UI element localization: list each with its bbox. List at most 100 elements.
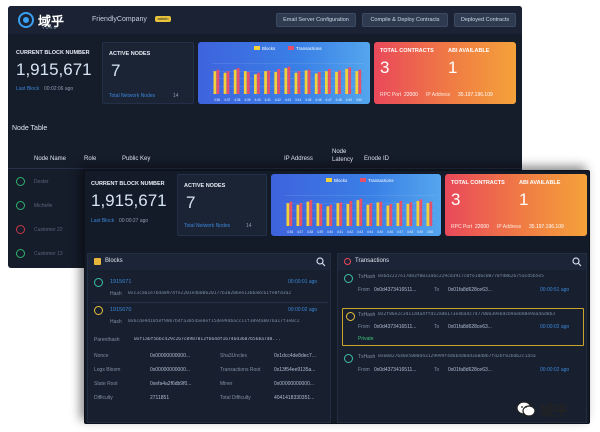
bar-transactions[interactable]: [216, 69, 220, 94]
tx-hash[interactable]: 0x60827640e5088d43129999f4d6b4d84d3a0d8b…: [378, 354, 536, 359]
tx-to[interactable]: 0x01fa8d628ce63...: [448, 287, 492, 293]
bar-blocks[interactable]: [326, 206, 330, 226]
legend-swatch-blocks[interactable]: [254, 46, 260, 50]
bar-transactions[interactable]: [299, 203, 303, 226]
bar-blocks[interactable]: [286, 203, 290, 226]
bar-blocks[interactable]: [426, 203, 430, 226]
block-number-link[interactable]: 1915670: [110, 307, 132, 313]
bar-blocks[interactable]: [335, 71, 338, 94]
bar-transactions[interactable]: [379, 201, 383, 226]
bar-transactions[interactable]: [267, 70, 270, 94]
bar-blocks[interactable]: [233, 69, 237, 94]
bar-blocks[interactable]: [345, 68, 348, 94]
bar-transactions[interactable]: [319, 203, 323, 226]
bar-transactions[interactable]: [358, 69, 362, 94]
bar-blocks[interactable]: [284, 68, 288, 94]
bar-transactions[interactable]: [348, 67, 352, 94]
total-nodes-label[interactable]: Total Network Nodes: [184, 223, 231, 229]
bar-blocks[interactable]: [386, 205, 390, 226]
bar-blocks[interactable]: [243, 71, 247, 94]
bar-transactions[interactable]: [339, 202, 343, 226]
bar-blocks[interactable]: [376, 202, 380, 226]
bar-transactions[interactable]: [236, 68, 240, 94]
transactions-panel: Transactions TxHash 0x6d2227e17083f0033a…: [337, 253, 587, 423]
bar-blocks[interactable]: [314, 73, 318, 94]
bar-blocks[interactable]: [406, 203, 410, 226]
bar-transactions[interactable]: [328, 68, 331, 94]
tx-from[interactable]: 0x0d4373416511...: [374, 324, 417, 330]
bar-blocks[interactable]: [213, 71, 217, 94]
last-block-label[interactable]: Last Block: [91, 218, 115, 224]
search-icon[interactable]: [316, 257, 326, 267]
bar-transactions[interactable]: [289, 201, 293, 226]
bar-blocks[interactable]: [296, 204, 300, 226]
tx-to[interactable]: 0x01fa8d628ce63...: [448, 367, 492, 373]
bar-blocks[interactable]: [355, 71, 359, 94]
bar-transactions[interactable]: [317, 71, 321, 94]
bar-blocks[interactable]: [416, 200, 420, 226]
email-server-config-button[interactable]: Email Server Configuration: [276, 13, 356, 27]
bar-transactions[interactable]: [399, 200, 403, 226]
highlighted-tx[interactable]: [342, 308, 584, 346]
active-nodes-title: ACTIVE NODES: [109, 51, 151, 57]
detail-label: Miner: [220, 381, 233, 387]
bar-blocks[interactable]: [274, 71, 278, 94]
block-hash[interactable]: 0xbcde9d1058f90b7b4fa3054ae0ef15de994bac…: [128, 319, 300, 324]
to-label: To: [434, 287, 440, 293]
bar-transactions[interactable]: [369, 203, 373, 226]
block-number-link[interactable]: 1915671: [110, 279, 132, 285]
tx-from[interactable]: 0x0d4373416511...: [374, 287, 417, 293]
legend-swatch-transactions[interactable]: [288, 46, 294, 50]
table-row[interactable]: Customer 22: [34, 227, 63, 233]
bar-transactions[interactable]: [359, 198, 363, 226]
search-icon[interactable]: [572, 257, 582, 267]
total-nodes-label[interactable]: Total Network Nodes: [109, 93, 156, 99]
bar-transactions[interactable]: [338, 70, 341, 94]
bar-blocks[interactable]: [336, 203, 340, 226]
bar-blocks[interactable]: [356, 200, 360, 226]
bar-transactions[interactable]: [429, 201, 433, 226]
bar-blocks[interactable]: [306, 201, 310, 226]
x-tick-label: 4:40: [327, 230, 333, 234]
bar-transactions[interactable]: [309, 200, 313, 226]
bar-transactions[interactable]: [389, 203, 393, 226]
bar-transactions[interactable]: [287, 66, 291, 94]
bar-blocks[interactable]: [294, 72, 298, 94]
bar-blocks[interactable]: [223, 72, 227, 94]
divider: [92, 302, 328, 303]
block-hash[interactable]: 0xc3ca61e7bda8974fe2201e4b00620177b30206…: [128, 291, 292, 296]
legend-swatch-blocks[interactable]: [326, 178, 332, 182]
bar-transactions[interactable]: [297, 71, 301, 94]
bar-blocks[interactable]: [304, 70, 308, 94]
bar-blocks[interactable]: [316, 203, 320, 226]
table-row[interactable]: Dexter: [34, 179, 49, 185]
bar-transactions[interactable]: [257, 72, 260, 94]
x-tick-label: 4:42: [275, 98, 281, 102]
tx-hash[interactable]: 0x6d2227e17083f0033a6c229cd3917c0fe1d6c0…: [378, 274, 544, 279]
bar-transactions[interactable]: [329, 204, 333, 226]
bar-transactions[interactable]: [246, 71, 250, 94]
deployed-contracts-button[interactable]: Deployed Contracts: [454, 13, 516, 27]
table-row[interactable]: Michelle: [34, 203, 53, 209]
bar-transactions[interactable]: [419, 199, 423, 226]
bar-blocks[interactable]: [346, 203, 350, 226]
tx-to[interactable]: 0x01fa8d628ce63...: [448, 324, 492, 330]
tx-hash[interactable]: 0x2f86e2c3411d4a4ffdc2ad6173e4ba4c747700…: [378, 312, 556, 317]
legend-swatch-transactions[interactable]: [360, 178, 366, 182]
last-block-label[interactable]: Last Block: [16, 86, 40, 92]
bar-blocks[interactable]: [264, 71, 267, 94]
top-bar: 域乎 YUHU FriendlyCompany admin Email Serv…: [8, 6, 522, 34]
tx-from[interactable]: 0x0d4373416511...: [374, 367, 417, 373]
compile-deploy-button[interactable]: Compile & Deploy Contracts: [362, 13, 448, 27]
bar-transactions[interactable]: [349, 200, 353, 226]
bar-transactions[interactable]: [226, 71, 230, 94]
table-row[interactable]: Customer 13: [34, 251, 63, 257]
bar-blocks[interactable]: [324, 71, 328, 94]
bar-blocks[interactable]: [396, 203, 400, 226]
x-tick-label: 4:50: [356, 98, 362, 102]
bar-transactions[interactable]: [307, 69, 311, 94]
bar-blocks[interactable]: [254, 74, 257, 94]
bar-transactions[interactable]: [277, 68, 281, 94]
bar-transactions[interactable]: [409, 202, 413, 226]
bar-blocks[interactable]: [366, 204, 370, 226]
